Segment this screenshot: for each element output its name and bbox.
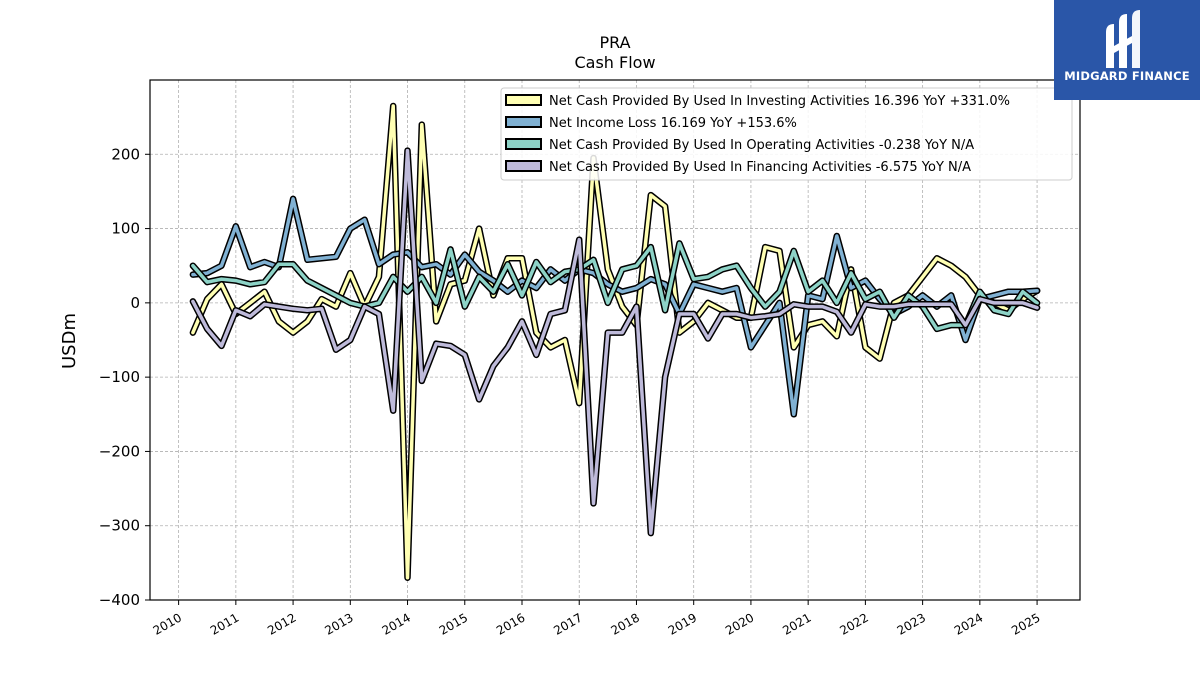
x-tick-label: 2011	[208, 610, 241, 637]
y-tick-label: −300	[99, 517, 140, 535]
x-tick-label: 2018	[609, 610, 642, 637]
y-tick-label: −200	[99, 442, 140, 460]
legend-box	[500, 87, 1073, 181]
x-tick-label: 2022	[837, 610, 870, 637]
x-tick-label: 2013	[322, 610, 355, 637]
y-tick-label: 200	[111, 145, 140, 163]
series-3-line	[191, 241, 1039, 331]
x-tick-label: 2014	[380, 610, 413, 637]
chart-subtitle: Cash Flow	[574, 53, 655, 72]
x-tick-label: 2024	[952, 610, 985, 637]
midgard-finance-logo: MIDGARD FINANCE	[1054, 0, 1200, 100]
y-axis-label: USDm	[59, 313, 80, 369]
x-tick-label: 2015	[437, 610, 470, 637]
x-tick-label: 2021	[780, 610, 813, 637]
legend-swatch	[505, 94, 542, 106]
x-tick-label: 2017	[551, 610, 584, 637]
x-tick-label: 2010	[151, 610, 184, 637]
y-ticks: −400 −300 −200 −100 0 100 200	[99, 145, 150, 609]
x-tick-label: 2012	[265, 610, 298, 637]
y-tick-label: 100	[111, 220, 140, 238]
legend-entry: Net Cash Provided By Used In Operating A…	[549, 138, 974, 153]
series-layer	[189, 102, 1041, 581]
y-tick-label: 0	[130, 294, 140, 312]
series-4-line	[191, 148, 1039, 535]
x-tick-label: 2019	[666, 610, 699, 637]
legend-swatch	[505, 160, 542, 172]
legend-swatch	[505, 116, 542, 128]
x-tick-label: 2025	[1009, 610, 1042, 637]
legend-entry: Net Income Loss 16.169 YoY +153.6%	[549, 116, 797, 131]
x-ticks: 2010 2011 2012 2013 2014 2015 2016 2017 2018 2019…	[151, 600, 1043, 638]
chart-title: PRA	[599, 33, 630, 52]
logo-mark-icon	[1106, 10, 1140, 68]
series-4-outline	[189, 147, 1041, 537]
y-tick-label: −100	[99, 368, 140, 386]
legend-entry: Net Cash Provided By Used In Financing A…	[549, 160, 971, 175]
logo-text: MIDGARD FINANCE	[1064, 69, 1190, 83]
y-tick-label: −400	[99, 591, 140, 609]
plot-frame	[149, 79, 1081, 601]
legend: Net Cash Provided By Used In Investing A…	[500, 87, 1073, 181]
legend-entry: Net Cash Provided By Used In Investing A…	[549, 94, 1010, 109]
x-tick-label: 2023	[895, 610, 928, 637]
legend-swatch	[505, 138, 542, 150]
x-tick-label: 2016	[494, 610, 527, 637]
x-tick-label: 2020	[723, 610, 756, 637]
